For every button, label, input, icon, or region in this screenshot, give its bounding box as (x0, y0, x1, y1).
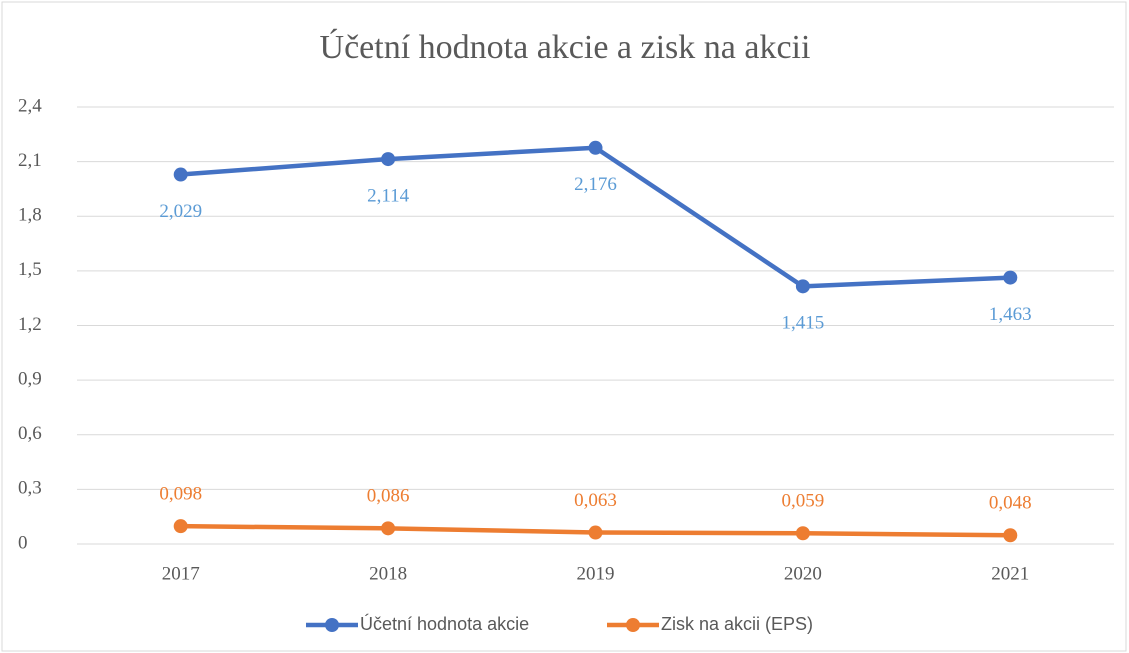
data-point (588, 525, 603, 540)
y-tick-label: 0,6 (18, 423, 42, 444)
y-tick-label: 1,2 (18, 314, 42, 335)
data-label: 1,415 (782, 313, 825, 334)
data-label: 0,063 (574, 490, 617, 511)
data-point (173, 519, 188, 534)
data-point (381, 521, 396, 536)
data-point (795, 526, 810, 541)
data-label: 2,029 (159, 201, 202, 222)
legend-label: Účetní hodnota akcie (360, 613, 529, 634)
x-tick-label: 2018 (369, 563, 407, 584)
data-point (795, 279, 810, 294)
y-tick-label: 0,9 (18, 368, 42, 389)
x-tick-label: 2019 (577, 563, 615, 584)
y-tick-label: 0 (18, 532, 28, 553)
legend-marker (626, 618, 640, 632)
x-tick-label: 2021 (991, 563, 1029, 584)
legend-label: Zisk na akcii (EPS) (661, 614, 813, 634)
data-point (1003, 270, 1018, 285)
x-tick-label: 2017 (162, 563, 200, 584)
data-point (588, 140, 603, 155)
data-label: 1,463 (989, 304, 1032, 325)
data-label: 2,176 (574, 174, 617, 195)
chart-title: Účetní hodnota akcie a zisk na akcii (320, 28, 811, 66)
data-label: 0,086 (367, 486, 410, 507)
data-label: 2,114 (367, 185, 410, 206)
data-label: 0,059 (782, 491, 825, 512)
data-point (1003, 528, 1018, 543)
legend-marker (325, 618, 339, 632)
y-tick-label: 1,8 (18, 205, 42, 226)
data-label: 0,098 (159, 484, 202, 505)
y-tick-label: 2,1 (18, 150, 42, 171)
x-tick-label: 2020 (784, 563, 822, 584)
data-point (381, 152, 396, 167)
y-tick-label: 2,4 (18, 95, 42, 116)
data-point (173, 167, 188, 182)
y-tick-label: 1,5 (18, 259, 42, 280)
y-tick-label: 0,3 (18, 478, 42, 499)
data-label: 0,048 (989, 493, 1032, 514)
